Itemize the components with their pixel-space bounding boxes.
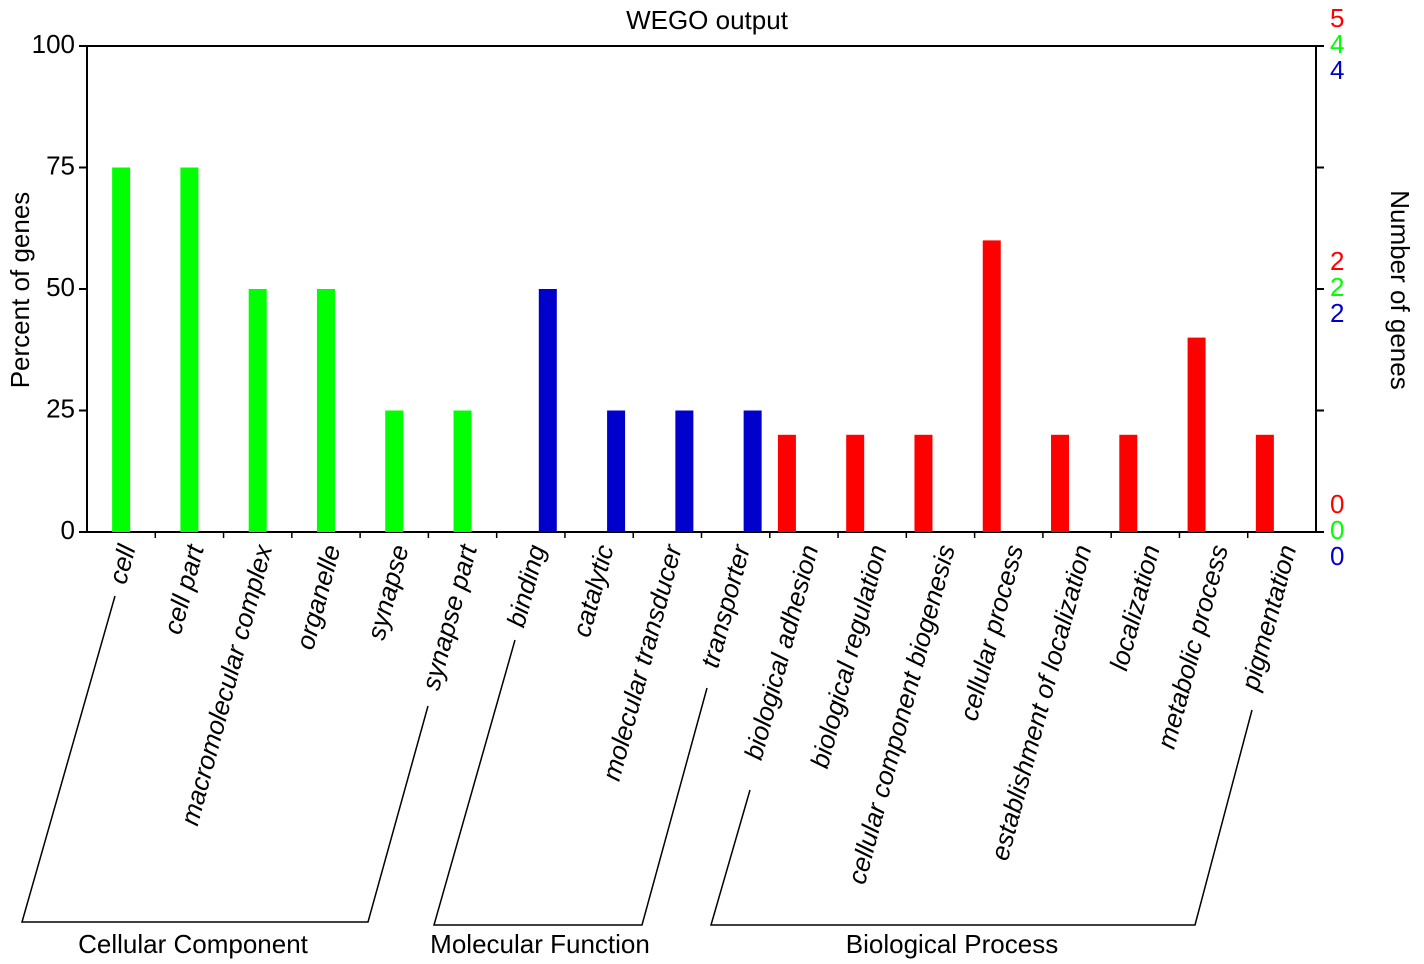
x-tick-label: synapse xyxy=(361,542,415,643)
y2-tick-label: 4 xyxy=(1330,29,1344,59)
y2-axis-label: Number of genes xyxy=(1385,190,1415,389)
bar xyxy=(1051,434,1070,532)
y2-tick-label: 4 xyxy=(1330,55,1344,85)
y-axis-label: Percent of genes xyxy=(5,192,35,389)
y2-tick-label: 0 xyxy=(1330,515,1344,545)
bar xyxy=(982,240,1001,532)
x-tick-label: localization xyxy=(1103,542,1165,674)
y-tick-label: 25 xyxy=(46,393,75,423)
bar xyxy=(180,167,199,532)
y-tick-label: 100 xyxy=(32,29,75,59)
bar xyxy=(607,410,626,532)
y2-tick-label: 0 xyxy=(1330,489,1344,519)
group-label: Molecular Function xyxy=(430,929,650,959)
bar xyxy=(1187,337,1206,532)
x-tick-label: cell part xyxy=(157,540,210,637)
bar xyxy=(385,410,404,532)
x-tick-label: synapse part xyxy=(415,540,483,693)
chart-title: WEGO output xyxy=(626,5,789,35)
x-tick-label: cell xyxy=(102,540,141,587)
bar xyxy=(112,167,131,532)
y-tick-label: 50 xyxy=(46,272,75,302)
bar xyxy=(248,289,267,532)
bar xyxy=(914,434,933,532)
group-bracket xyxy=(21,595,429,923)
x-tick-label: organelle xyxy=(290,542,347,653)
bar xyxy=(846,434,865,532)
y2-tick-label: 2 xyxy=(1330,298,1344,328)
y-tick-label: 0 xyxy=(61,515,75,545)
x-tick-label: pigmentation xyxy=(1235,542,1303,695)
y-tick-label: 75 xyxy=(46,150,75,180)
y2-tick-label: 5 xyxy=(1330,3,1344,33)
bar xyxy=(538,289,557,532)
y2-tick-label: 0 xyxy=(1330,541,1344,571)
bar xyxy=(1255,434,1274,532)
group-label: Cellular Component xyxy=(78,929,309,959)
x-tick-label: binding xyxy=(501,541,552,630)
x-tick-label: biological adhesion xyxy=(738,542,824,763)
group-label: Biological Process xyxy=(846,929,1058,959)
x-tick-label: catalytic xyxy=(566,542,619,640)
group-bracket xyxy=(710,709,1253,926)
bar xyxy=(743,410,762,532)
bar xyxy=(777,434,796,532)
bar xyxy=(1119,434,1138,532)
bar xyxy=(316,289,335,532)
bar xyxy=(675,410,694,532)
x-tick-label: metabolic process xyxy=(1151,542,1234,752)
x-tick-label: transporter xyxy=(695,540,757,670)
group-bracket xyxy=(433,639,708,926)
x-tick-label: cellular process xyxy=(953,542,1029,724)
y2-tick-label: 2 xyxy=(1330,272,1344,302)
y2-tick-label: 2 xyxy=(1330,246,1344,276)
bar xyxy=(453,410,472,532)
